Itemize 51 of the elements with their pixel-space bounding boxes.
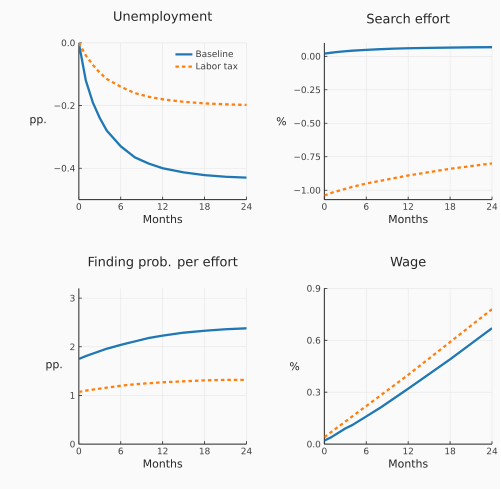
y-tick-label: 0.3 (307, 388, 320, 396)
y-tick-label: 2 (70, 343, 74, 350)
y-tick-label: −0.50 (294, 120, 320, 127)
y-tick-label: −1.00 (294, 186, 320, 194)
x-tick-label: 0 (322, 448, 327, 454)
x-tick-label: 12 (158, 203, 168, 210)
legend-label: Labor tax (196, 62, 238, 70)
x-tick-label: 18 (200, 203, 210, 210)
y-tick-label: −0.4 (54, 164, 75, 172)
x-tick-label: 24 (486, 203, 498, 210)
x-tick-label: 0 (322, 203, 327, 210)
y-axis-title: pp. (46, 362, 62, 370)
x-tick-label: 12 (158, 448, 168, 454)
y-tick-label: 3 (70, 294, 75, 302)
x-axis-title: Months (389, 459, 428, 468)
y-tick-label: 0.9 (307, 285, 320, 292)
y-axis-title: % (290, 362, 300, 370)
x-tick-label: 24 (486, 448, 498, 454)
x-tick-label: 6 (364, 203, 369, 210)
y-tick-label: −0.25 (294, 86, 320, 94)
x-tick-label: 24 (241, 448, 252, 454)
chart-title: Wage (390, 256, 426, 269)
x-tick-label: 6 (118, 203, 124, 210)
x-axis-title: Months (144, 214, 182, 224)
y-tick-label: −0.75 (294, 153, 320, 160)
x-axis-title: Months (144, 459, 182, 468)
x-tick-label: 0 (76, 448, 82, 454)
x-tick-label: 18 (445, 203, 456, 210)
y-tick-label: 0.00 (302, 52, 320, 60)
y-tick-label: −0.2 (54, 102, 74, 109)
x-tick-label: 18 (445, 448, 456, 454)
x-axis-title: Months (389, 214, 428, 224)
y-tick-label: 1 (70, 392, 74, 399)
y-axis-title: pp. (30, 117, 46, 126)
x-tick-label: 24 (241, 203, 252, 210)
chart-title: Search effort (367, 13, 450, 24)
y-axis-title: % (276, 117, 286, 126)
x-tick-label: 0 (76, 203, 82, 210)
legend-label: Baseline (196, 50, 234, 58)
y-tick-label: 0.6 (307, 336, 320, 344)
x-tick-label: 12 (403, 203, 413, 210)
line-series (78, 42, 246, 106)
x-tick-label: 18 (200, 448, 210, 454)
chart-title: Unemployment (114, 10, 212, 24)
chart-title: Finding prob. per effort (88, 256, 238, 269)
y-tick-label: 0 (70, 440, 75, 448)
y-tick-label: 0.0 (307, 440, 320, 448)
y-tick-label: 0.0 (62, 40, 75, 46)
x-tick-label: 6 (364, 448, 369, 454)
x-tick-label: 6 (118, 448, 124, 454)
x-tick-label: 12 (403, 448, 413, 454)
